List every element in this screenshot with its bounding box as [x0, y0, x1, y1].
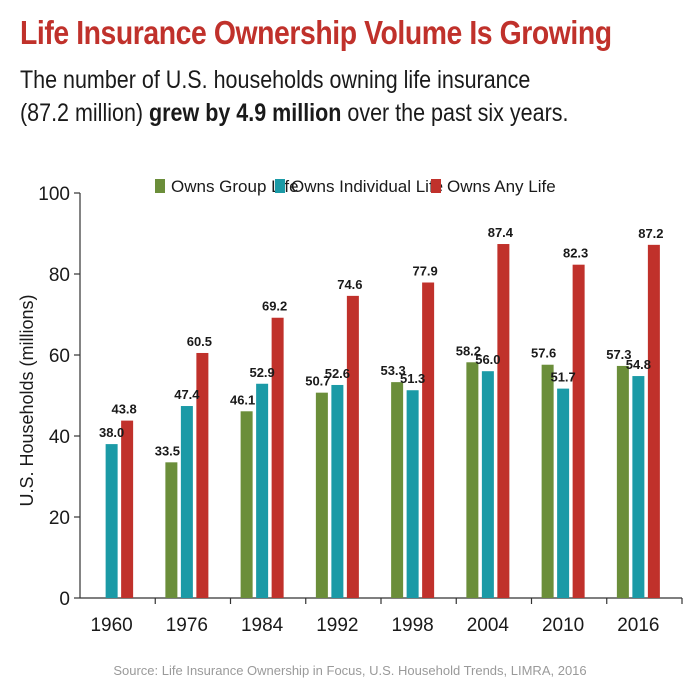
data-label: 51.3: [400, 371, 425, 386]
bar: [481, 371, 494, 598]
data-label: 56.0: [475, 352, 500, 367]
x-tick-label: 2016: [617, 615, 659, 636]
data-label: 74.6: [337, 277, 362, 292]
y-tick-label: 0: [59, 589, 70, 610]
bar: [422, 282, 435, 598]
data-label: 52.9: [249, 365, 274, 380]
data-label: 57.6: [531, 346, 556, 361]
y-axis: 0 20 40 60 80 100 U.S. Households (millions): [17, 184, 81, 610]
bar: [105, 444, 118, 598]
bar: [331, 384, 344, 598]
subtitle-line-2-start: (87.2 million): [20, 99, 150, 127]
bar: [391, 382, 404, 598]
x-tick-label: 1960: [90, 615, 132, 636]
bar: [256, 383, 269, 598]
data-label: 50.7: [305, 374, 330, 389]
x-tick-label: 2010: [542, 615, 584, 636]
bar: [541, 364, 554, 598]
data-label: 43.8: [111, 402, 136, 417]
bar: [271, 317, 284, 598]
data-labels: 38.0 43.8 33.5 47.4 60.5 46.1 52.9 69.2 50.752.6…: [99, 225, 664, 458]
data-label: 46.1: [230, 392, 255, 407]
source-note: Source: Life Insurance Ownership in Focu…: [113, 663, 587, 678]
bars: [105, 244, 660, 598]
legend-swatch: [275, 179, 285, 193]
bar: [497, 244, 510, 598]
data-label: 57.3: [606, 347, 631, 362]
bar: [466, 362, 479, 598]
legend-label: Owns Any Life: [447, 177, 556, 196]
bar: [572, 264, 585, 598]
bar: [180, 406, 193, 598]
data-label: 33.5: [155, 443, 180, 458]
data-label: 60.5: [187, 334, 212, 349]
data-label: 53.3: [380, 363, 405, 378]
legend-label: Owns Group Life: [171, 177, 299, 196]
data-label: 69.2: [262, 299, 287, 314]
chart-subtitle: The number of U.S. households owning lif…: [20, 64, 674, 130]
data-label: 87.2: [638, 226, 663, 241]
x-axis: 1960 1976 1984 1992 1998 2004 2010 2016: [80, 597, 683, 636]
y-tick-label: 80: [49, 265, 70, 286]
data-label: 82.3: [563, 246, 588, 261]
data-label: 52.6: [325, 366, 350, 381]
y-tick-label: 60: [49, 346, 70, 367]
data-label: 58.2: [456, 343, 481, 358]
chart-title: Life Insurance Ownership Volume Is Growi…: [20, 14, 612, 51]
y-tick-label: 20: [49, 508, 70, 529]
subtitle-highlight: grew by 4.9 million: [149, 99, 342, 127]
legend-swatch: [431, 179, 441, 193]
bar: [240, 411, 253, 598]
bar: [616, 365, 629, 598]
x-tick-label: 2004: [467, 615, 510, 636]
y-axis-label: U.S. Households (millions): [17, 294, 37, 506]
data-label: 47.4: [174, 387, 200, 402]
data-label: 77.9: [412, 264, 437, 279]
bar: [647, 244, 660, 598]
bar: [121, 420, 134, 598]
bar: [632, 376, 645, 598]
bar: [165, 462, 178, 598]
bar: [315, 392, 328, 598]
bar: [406, 390, 419, 598]
legend-label: Owns Individual Life: [291, 177, 443, 196]
bar: [196, 352, 209, 598]
data-label: 38.0: [99, 425, 124, 440]
subtitle-line-2-end: over the past six years.: [341, 99, 569, 127]
bar: [557, 388, 570, 598]
data-label: 54.8: [626, 357, 651, 372]
x-tick-label: 1998: [391, 615, 433, 636]
y-tick-label: 40: [49, 427, 70, 448]
y-tick-label: 100: [38, 184, 70, 205]
legend-swatch: [155, 179, 165, 193]
x-tick-label: 1992: [316, 615, 358, 636]
bar: [346, 295, 359, 598]
x-tick-label: 1976: [166, 615, 208, 636]
data-label: 87.4: [488, 225, 514, 240]
subtitle-line-1: The number of U.S. households owning lif…: [20, 66, 531, 94]
x-tick-label: 1984: [241, 615, 284, 636]
data-label: 51.7: [550, 370, 575, 385]
